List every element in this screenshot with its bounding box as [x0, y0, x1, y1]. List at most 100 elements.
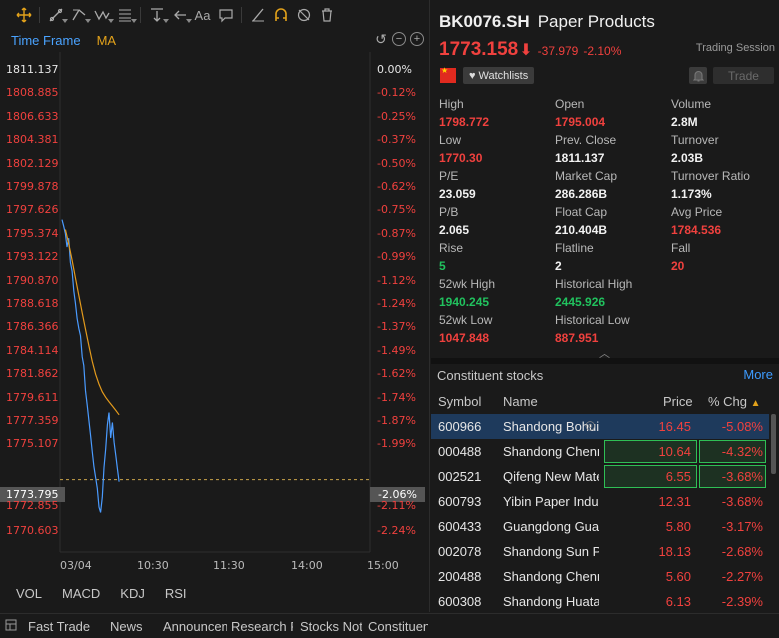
- pct-tick-label: -2.11%: [377, 499, 416, 512]
- trash-icon[interactable]: [315, 4, 338, 26]
- reset-icon[interactable]: ↺: [375, 31, 387, 47]
- wave-icon[interactable]: [90, 4, 114, 26]
- pct-tick-label: -0.50%: [377, 156, 416, 170]
- stat-value: 1.173%: [671, 187, 712, 201]
- chat-bubble-icon[interactable]: ◎: [585, 418, 596, 432]
- watchlists-label: Watchlists: [478, 69, 529, 82]
- table-row[interactable]: 002521 Qifeng New Material 6.55 -3.68%: [431, 464, 769, 489]
- y-tick-label: 1773.795: [0, 487, 65, 502]
- line-icon[interactable]: [44, 4, 68, 26]
- nav-stocks-notes[interactable]: Stocks Notes: [300, 619, 362, 634]
- cell-name: Shandong Chenming: [503, 444, 599, 459]
- x-tick-label: 15:00: [367, 559, 399, 572]
- indicator-macd[interactable]: MACD: [62, 585, 101, 601]
- table-row[interactable]: 600308 Shandong Huatai 6.13 -2.39%: [431, 589, 769, 614]
- cell-price: 12.31: [658, 494, 691, 509]
- pct-tick-label: -0.25%: [377, 109, 416, 123]
- x-tick-label: 14:00: [291, 559, 323, 572]
- cell-name: Shandong Huatai: [503, 594, 599, 609]
- stat-label: Flatline: [555, 241, 594, 255]
- collapse-chevron-icon[interactable]: ︿: [599, 348, 610, 360]
- stat-low: Low 1770.30: [439, 131, 555, 167]
- comment-icon[interactable]: [214, 4, 237, 26]
- table-row[interactable]: 600793 Yibin Paper Industry 12.31 -3.68%: [431, 489, 769, 514]
- stat-turnover-ratio: Turnover Ratio 1.173%: [671, 167, 779, 203]
- cell-chg: -3.68%: [721, 469, 763, 484]
- ruler-icon[interactable]: [246, 4, 269, 26]
- y-tick-label: 1804.381: [6, 133, 59, 147]
- alert-bell-icon[interactable]: [689, 67, 707, 84]
- y-tick-label: 1788.618: [6, 297, 59, 310]
- col-pct-chg-label: % Chg: [708, 394, 748, 409]
- arrow-icon[interactable]: [168, 4, 192, 26]
- stat-label: Volume: [671, 97, 712, 111]
- hline-icon[interactable]: [145, 4, 169, 26]
- nav-research-reports[interactable]: Research Reports: [231, 619, 293, 634]
- table-row[interactable]: 000488 Shandong Chenming 10.64 -4.32%: [431, 439, 769, 464]
- toolbar-divider: [241, 7, 242, 23]
- crosshair-icon[interactable]: [12, 4, 35, 26]
- ma-indicator-label[interactable]: MA: [96, 32, 117, 48]
- fib-icon[interactable]: [113, 4, 137, 26]
- col-price[interactable]: Price: [663, 394, 693, 409]
- chg-flash-highlight: [699, 440, 766, 463]
- x-tick-label: 11:30: [213, 559, 245, 572]
- col-pct-chg[interactable]: % Chg ▲: [708, 394, 761, 409]
- symbol-code: BK0076.SH: [439, 12, 530, 31]
- indicator-vol[interactable]: VOL: [16, 585, 43, 601]
- cell-code: 002078: [438, 544, 482, 559]
- cell-chg: -5.08%: [721, 419, 763, 434]
- cell-price: 5.60: [665, 569, 691, 584]
- hide-icon[interactable]: [292, 4, 315, 26]
- pct-tick-label: -0.62%: [377, 180, 416, 193]
- cell-price: 16.45: [658, 419, 691, 434]
- price-flash-highlight: [604, 440, 697, 463]
- nav-news[interactable]: News: [110, 619, 143, 634]
- price-line: [61, 219, 120, 513]
- col-symbol[interactable]: Symbol: [438, 394, 482, 409]
- stat-label: Turnover Ratio: [671, 169, 750, 183]
- text-icon[interactable]: Aa: [191, 4, 214, 26]
- chg-flash-highlight: [699, 465, 766, 488]
- y-tick-label: 1795.374: [6, 226, 59, 240]
- cell-code: 600793: [438, 494, 482, 509]
- stat-value: 2.03B: [671, 151, 704, 165]
- magnet-icon[interactable]: [269, 4, 292, 26]
- table-row[interactable]: 200488 Shandong Chenming B 5.60 -2.27%: [431, 564, 769, 589]
- table-row[interactable]: 600433 Guangdong Guanhao 5.80 -3.17%: [431, 514, 769, 539]
- pct-tick-label: -0.99%: [377, 250, 416, 264]
- indicator-rsi[interactable]: RSI: [164, 585, 187, 601]
- time-frame-button[interactable]: Time Frame: [11, 32, 81, 48]
- quote-title: BK0076.SH Paper Products: [439, 12, 655, 32]
- channel-icon[interactable]: [67, 4, 91, 26]
- watchlists-button[interactable]: ♥ Watchlists: [463, 67, 535, 84]
- nav-announcements[interactable]: Announcements: [163, 619, 227, 634]
- toolbar-divider: [39, 7, 40, 23]
- stat-prev-close: Prev. Close 1811.137: [555, 131, 671, 167]
- scrollbar[interactable]: [771, 414, 776, 474]
- cell-code: 002521: [438, 469, 482, 484]
- table-row[interactable]: 600966 Shandong Bohui 16.45 -5.08% ◎: [431, 414, 769, 439]
- stat-fall: Fall 20: [671, 239, 779, 275]
- table-row[interactable]: 002078 Shandong Sun Paper 18.13 -2.68%: [431, 539, 769, 564]
- more-link[interactable]: More: [743, 367, 773, 382]
- trade-button[interactable]: Trade: [713, 67, 774, 84]
- indicator-kdj[interactable]: KDJ: [120, 585, 145, 601]
- y-tick-label: 1779.611: [6, 390, 59, 404]
- cell-name: Shandong Bohui: [503, 419, 599, 434]
- stat-p-b: P/B 2.065: [439, 203, 555, 239]
- stat-value: 2: [555, 259, 562, 273]
- y-tick-label: 1811.137: [6, 63, 59, 76]
- zoom-in-icon[interactable]: +: [410, 32, 424, 46]
- nav-fast-trade[interactable]: Fast Trade: [28, 619, 91, 634]
- zoom-out-icon[interactable]: −: [392, 32, 406, 46]
- stat-value: 1047.848: [439, 331, 490, 345]
- stat-market-cap: Market Cap 286.286B: [555, 167, 671, 203]
- pct-tick-label: -1.49%: [377, 343, 416, 357]
- last-price: 1773.158: [439, 39, 519, 60]
- price-chart[interactable]: 1811.137 0.00% 1808.885 -0.12% 1806.633 -0.25…: [0, 52, 430, 577]
- col-name[interactable]: Name: [503, 394, 538, 409]
- expand-icon[interactable]: [5, 619, 17, 634]
- y-tick-label: 1770.603: [6, 524, 59, 537]
